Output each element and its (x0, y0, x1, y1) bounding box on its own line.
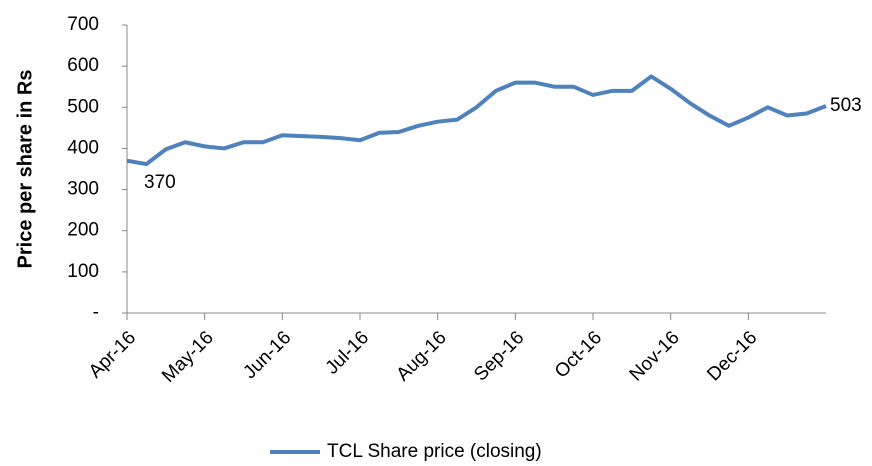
y-axis-label: Price per share in Rs (14, 70, 36, 269)
y-tick-label: 500 (67, 96, 99, 117)
x-tick-label: Nov-16 (626, 327, 684, 385)
data-label: 370 (144, 172, 176, 193)
data-label: 503 (830, 95, 862, 116)
x-tick-label: Jun-16 (239, 327, 295, 383)
price-line (126, 74, 827, 167)
y-tick-label: - (93, 302, 99, 323)
x-tick-label: Aug-16 (393, 327, 451, 385)
x-tick-label: Oct-16 (551, 327, 606, 382)
x-tick-label: Sep-16 (470, 327, 528, 385)
x-tick-label: Jul-16 (322, 327, 373, 378)
y-tick-label: 400 (67, 137, 99, 158)
y-tick-label: 600 (67, 55, 99, 76)
y-tick-label: 300 (67, 179, 99, 200)
y-tick-label: 700 (67, 14, 99, 35)
x-tick-label: May-16 (158, 327, 218, 387)
y-tick-label: 200 (67, 220, 99, 241)
legend-label: TCL Share price (closing) (327, 441, 542, 462)
y-tick-label: 100 (67, 261, 99, 282)
x-tick-label: Apr-16 (85, 327, 140, 382)
x-tick-label: Dec-16 (703, 327, 761, 385)
